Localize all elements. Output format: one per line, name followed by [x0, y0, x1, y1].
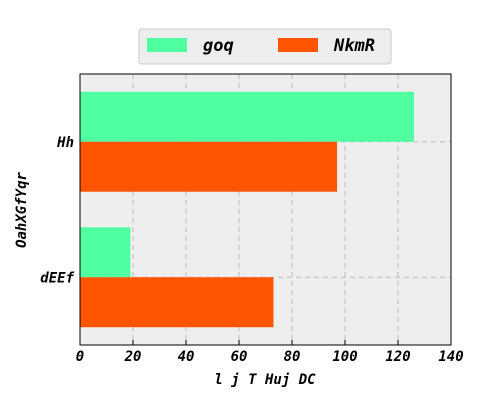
legend-label: goq — [203, 36, 234, 56]
y-axis-label: OahXGfYqr — [14, 172, 30, 248]
x-tick-label: 40 — [178, 349, 195, 365]
legend — [138, 28, 392, 65]
legend-swatch — [147, 38, 187, 52]
plot-frame — [79, 73, 452, 346]
legend-label: NkmR — [333, 36, 375, 56]
bar — [80, 91, 414, 142]
x-tick-label: 80 — [284, 349, 301, 365]
x-tick-label: 20 — [124, 349, 142, 365]
x-tick-label: 100 — [332, 349, 357, 365]
bar — [80, 141, 338, 192]
x-tick-label: 140 — [438, 349, 463, 365]
x-tick-label: 0 — [76, 349, 84, 365]
bar — [80, 277, 274, 328]
x-tick-label: 120 — [385, 349, 410, 365]
x-tick-label: 60 — [231, 349, 248, 365]
bar — [80, 227, 131, 278]
y-tick-label: dEEf — [40, 270, 74, 286]
legend-swatch — [278, 38, 318, 52]
x-axis-label: l j T Huj DC — [214, 372, 316, 388]
y-tick-label: Hh — [56, 135, 74, 151]
